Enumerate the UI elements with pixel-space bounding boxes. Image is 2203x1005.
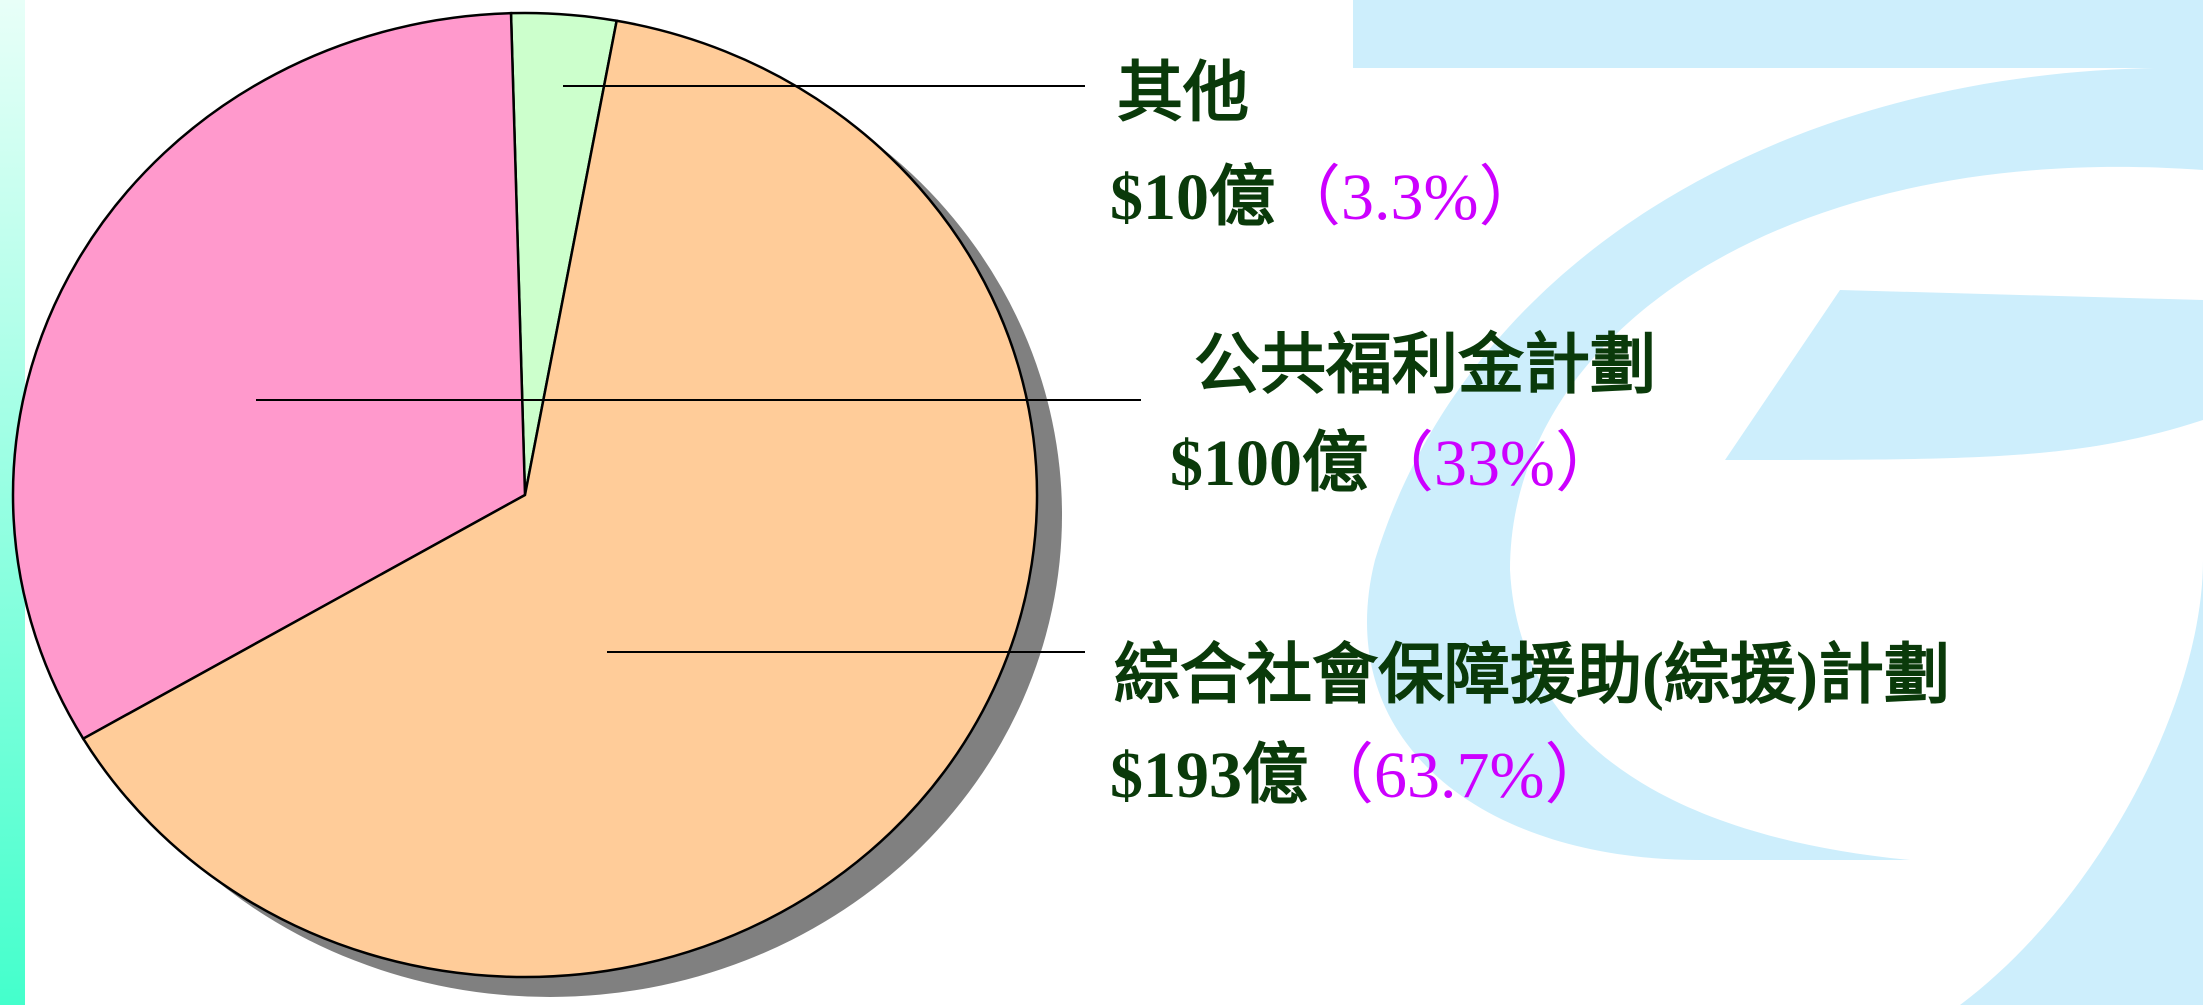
amount: $100億 [1170, 427, 1368, 500]
background-decoration [1353, 0, 2203, 1005]
category-label: 其他 [1117, 57, 1249, 130]
amount-label: $10億（3.3%） [1110, 161, 1544, 234]
percent: （3.3%） [1275, 161, 1544, 234]
pie [11, 11, 1039, 979]
amount-label: $193億（63.7%） [1110, 739, 1610, 812]
pie-slice [81, 19, 1039, 979]
amount: $193億 [1110, 739, 1308, 812]
percent: （33%） [1368, 427, 1621, 500]
amount-label: $100億（33%） [1170, 427, 1621, 500]
percent: （63.7%） [1308, 739, 1610, 812]
category-label: 公共福利金計劃 [1194, 329, 1656, 402]
labels: 其他 $10億（3.3%） 公共福利金計劃 $100億（33%） 綜合社會保障援助(綜援… [256, 57, 1950, 812]
category-label: 綜合社會保障援助(綜援)計劃 [1114, 639, 1950, 712]
pie-slice [11, 11, 527, 741]
amount: $10億 [1110, 161, 1275, 234]
